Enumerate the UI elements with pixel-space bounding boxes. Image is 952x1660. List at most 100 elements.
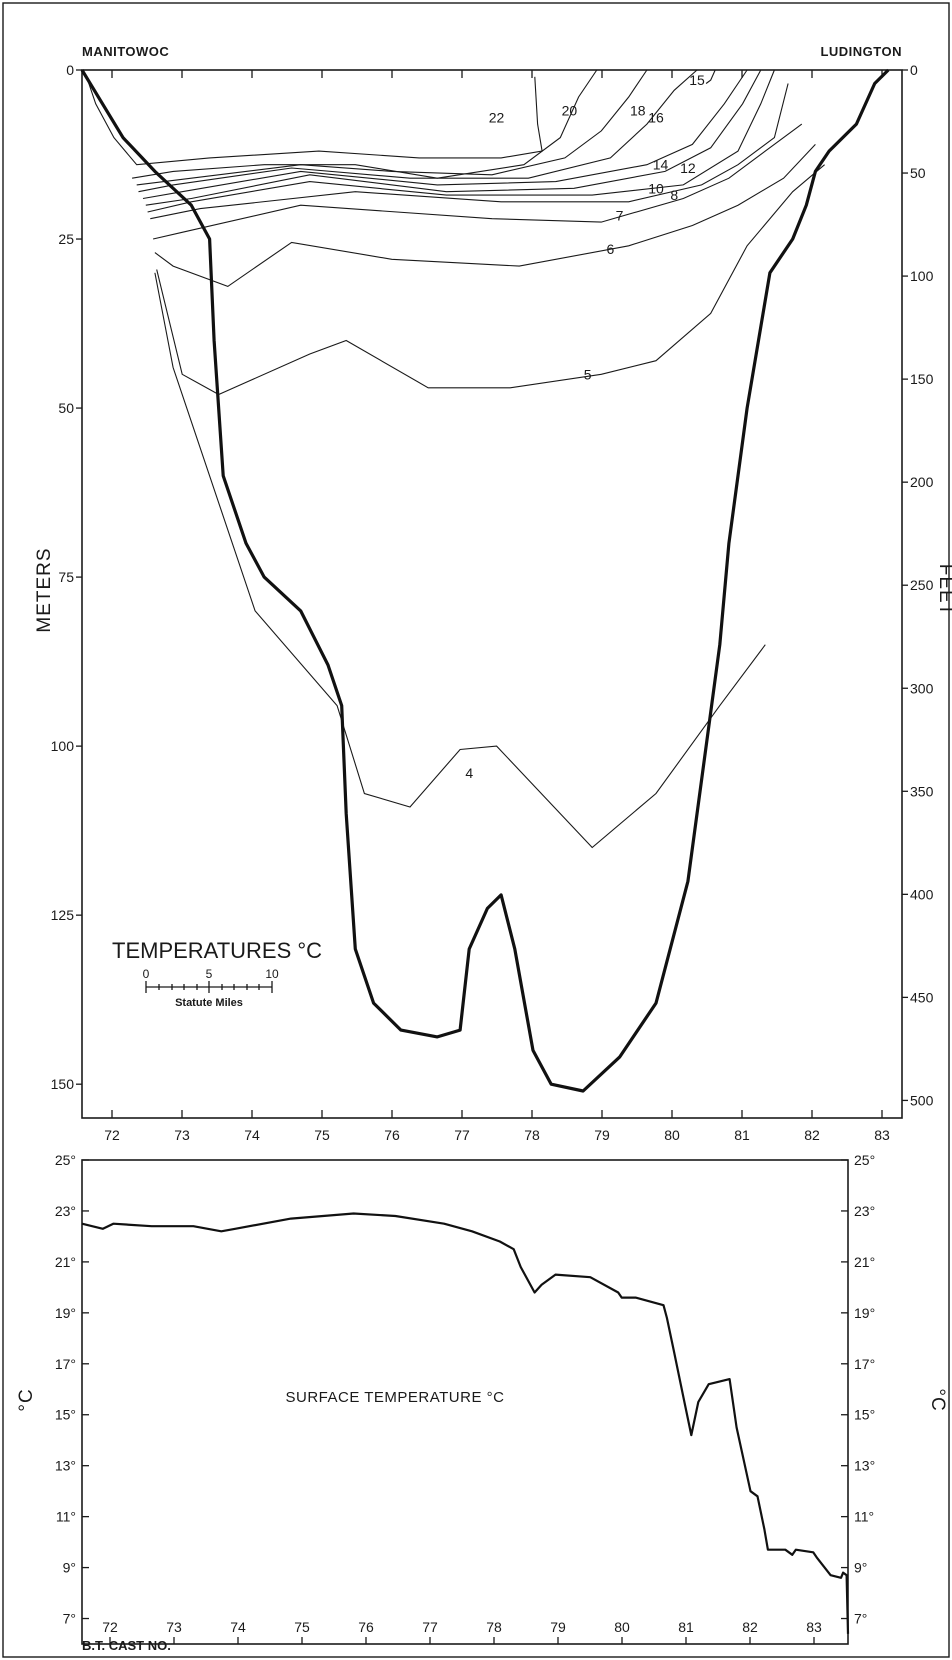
isotherm-7: [152, 123, 803, 240]
isotherm-8: [150, 83, 789, 220]
scale-bar-tick-label: 10: [265, 967, 279, 981]
surface-right-tick-label: 17°: [854, 1356, 875, 1372]
surface-left-tick-label: 17°: [55, 1356, 76, 1372]
isotherm-6: [154, 144, 816, 288]
surface-right-tick-label: 9°: [854, 1560, 867, 1576]
feet-axis-label: FEET: [935, 564, 952, 617]
surface-left-tick-label: 15°: [55, 1407, 76, 1423]
surface-right-tick-label: 25°: [854, 1152, 875, 1168]
surface-left-tick-label: 13°: [55, 1458, 76, 1474]
isotherm-5: [156, 164, 825, 396]
isotherm-label-7: 7: [616, 207, 624, 223]
surface-cast-tick-label: 73: [166, 1619, 182, 1635]
scale-bar-label: Statute Miles: [175, 997, 243, 1009]
cast-tick-label: 72: [104, 1127, 120, 1143]
isotherm-22: [86, 76, 543, 166]
surface-left-axis-label: °C: [16, 1388, 37, 1411]
isotherm-label-20: 20: [562, 103, 578, 119]
surface-cast-tick-label: 79: [550, 1619, 566, 1635]
surface-cast-tick-label: 77: [422, 1619, 438, 1635]
surface-left-axis: 25° 23° 21° 19° 17° 15° 13° 11° 9° 7°: [55, 1152, 89, 1627]
cross-section-plot-frame: [81, 69, 903, 1119]
isotherm-16: [138, 69, 698, 193]
feet-axis: 0 50 100 150 200 250 300 350 400 450 500: [902, 62, 934, 1108]
isotherm-4: [154, 272, 766, 849]
cast-tick-label: 76: [384, 1127, 400, 1143]
isotherm-10: [147, 69, 775, 213]
feet-tick-label: 200: [910, 474, 934, 490]
surface-cast-tick-label: 76: [358, 1619, 374, 1635]
scale-bar-tick-label: 0: [143, 967, 150, 981]
feet-tick-label: 150: [910, 371, 934, 387]
isotherm-18: [136, 69, 648, 186]
surface-right-tick-label: 7°: [854, 1611, 867, 1627]
isotherm-label-4: 4: [465, 765, 473, 781]
surface-left-tick-label: 25°: [55, 1152, 76, 1168]
meters-tick-label: 50: [58, 400, 74, 416]
meters-tick-label: 75: [58, 569, 74, 585]
surface-left-tick-label: 7°: [63, 1611, 76, 1627]
surface-temperature-panel: 25° 23° 21° 19° 17° 15° 13° 11° 9° 7° 25° 23° 21° 19…: [16, 1152, 948, 1653]
lake-bottom-profile: [80, 68, 890, 1093]
feet-tick-label: 50: [910, 165, 926, 181]
isotherm-label-14: 14: [653, 157, 669, 173]
feet-tick-label: 350: [910, 783, 934, 799]
isotherm-label-5: 5: [584, 366, 592, 382]
scale-bar: 0 5 10 Statute Miles: [143, 967, 279, 1009]
surface-cast-tick-label: 80: [614, 1619, 630, 1635]
cast-tick-label: 80: [664, 1127, 680, 1143]
isotherm-label-22: 22: [489, 109, 505, 125]
feet-tick-label: 300: [910, 680, 934, 696]
isotherm-15: [705, 69, 716, 84]
surface-left-tick-label: 23°: [55, 1203, 76, 1219]
temperatures-title: TEMPERATURES °C: [112, 938, 322, 963]
feet-tick-label: 400: [910, 886, 934, 902]
surface-right-tick-label: 13°: [854, 1458, 875, 1474]
meters-tick-label: 0: [66, 62, 74, 78]
feet-tick-label: 100: [910, 268, 934, 284]
station-right-label: LUDINGTON: [820, 44, 902, 59]
surface-right-tick-label: 23°: [854, 1203, 875, 1219]
surface-temperature-title: SURFACE TEMPERATURE °C: [286, 1389, 505, 1406]
surface-right-tick-label: 21°: [854, 1254, 875, 1270]
surface-right-axis: 25° 23° 21° 19° 17° 15° 13° 11° 9° 7°: [841, 1152, 875, 1627]
cast-tick-label: 78: [524, 1127, 540, 1143]
cast-tick-label: 82: [804, 1127, 820, 1143]
isotherm-label-16: 16: [648, 109, 664, 125]
isotherm-label-10: 10: [648, 180, 664, 196]
surface-cast-tick-label: 72: [102, 1619, 118, 1635]
cast-tick-label: 74: [244, 1127, 260, 1143]
isotherm-label-15: 15: [689, 72, 705, 88]
meters-axis: 0 25 50 75 100 125 150: [51, 62, 82, 1092]
cast-tick-label: 81: [734, 1127, 750, 1143]
meters-axis-label: METERS: [34, 547, 55, 632]
surface-left-tick-label: 9°: [63, 1560, 76, 1576]
isotherm-label-6: 6: [607, 241, 615, 257]
meters-tick-label: 100: [51, 738, 75, 754]
station-left-label: MANITOWOC: [82, 44, 169, 59]
surface-cast-tick-label: 82: [742, 1619, 758, 1635]
cast-number-axis-bottom: 72 73 74 75 76 77 78 79 80 81 82 83: [102, 1619, 822, 1644]
scale-bar-tick-label: 5: [206, 967, 213, 981]
surface-cast-tick-label: 75: [294, 1619, 310, 1635]
cast-tick-label: 83: [874, 1127, 890, 1143]
cast-number-axis-top: 72 73 74 75 76 77 78 79 80 81 82 83: [104, 70, 890, 1143]
isotherm-12: [145, 69, 762, 206]
isotherm-20: [132, 69, 598, 179]
cast-tick-label: 77: [454, 1127, 470, 1143]
surface-right-tick-label: 11°: [854, 1509, 874, 1525]
cast-tick-label: 75: [314, 1127, 330, 1143]
feet-tick-label: 450: [910, 989, 934, 1005]
meters-tick-label: 25: [58, 231, 74, 247]
meters-tick-label: 125: [51, 907, 75, 923]
meters-tick-label: 150: [51, 1076, 75, 1092]
surface-left-tick-label: 11°: [56, 1509, 76, 1525]
surface-right-tick-label: 15°: [854, 1407, 875, 1423]
feet-tick-label: 250: [910, 577, 934, 593]
surface-cast-tick-label: 81: [678, 1619, 694, 1635]
surface-left-tick-label: 21°: [55, 1254, 76, 1270]
surface-plot-frame: [81, 1159, 849, 1645]
